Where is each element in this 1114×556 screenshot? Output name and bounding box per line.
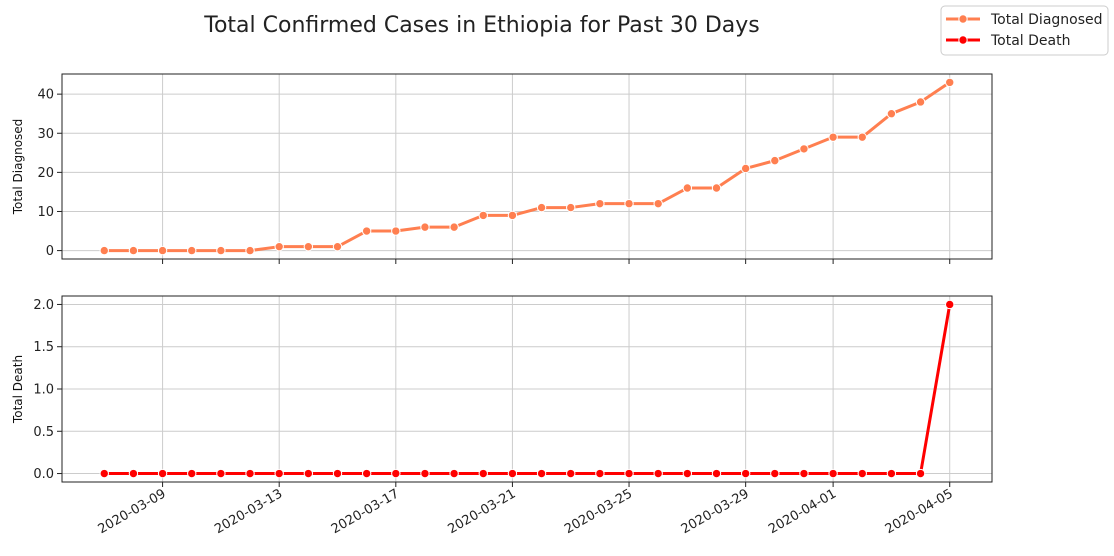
data-point bbox=[624, 198, 634, 209]
data-point bbox=[391, 226, 401, 236]
data-point bbox=[799, 144, 809, 154]
legend-marker bbox=[958, 35, 968, 45]
data-point bbox=[682, 183, 693, 193]
data-point bbox=[157, 245, 168, 256]
x-tick-label: 2020-03-13 bbox=[212, 486, 285, 537]
y-tick-label: 2.0 bbox=[33, 298, 54, 313]
legend-box bbox=[940, 5, 1109, 56]
data-point bbox=[711, 183, 722, 193]
data-point bbox=[128, 245, 139, 256]
data-point bbox=[799, 468, 809, 479]
series-line bbox=[104, 304, 952, 476]
data-point bbox=[245, 245, 255, 256]
data-point bbox=[478, 468, 488, 479]
data-point bbox=[770, 468, 780, 479]
y-axis-label: Total Death bbox=[11, 355, 25, 424]
data-point bbox=[886, 468, 897, 479]
data-point bbox=[828, 132, 838, 142]
x-tick-label: 2020-03-09 bbox=[96, 486, 169, 537]
legend: Total Diagnosed Total Death bbox=[940, 5, 1109, 56]
data-point bbox=[828, 468, 838, 479]
data-point bbox=[945, 299, 955, 310]
y-tick-label: 40 bbox=[37, 88, 54, 103]
x-tick-label: 2020-03-29 bbox=[679, 486, 752, 537]
data-point bbox=[361, 226, 372, 236]
data-point bbox=[303, 468, 314, 479]
data-point bbox=[886, 108, 897, 119]
data-point bbox=[187, 468, 197, 479]
x-tick-label: 2020-03-25 bbox=[562, 486, 635, 537]
data-point bbox=[566, 468, 576, 479]
y-axis-label: Total Diagnosed bbox=[11, 119, 25, 216]
data-point bbox=[536, 202, 547, 213]
data-point bbox=[332, 241, 343, 252]
y-tick-label: 10 bbox=[37, 205, 54, 220]
data-point bbox=[566, 202, 576, 213]
data-point bbox=[245, 468, 255, 479]
data-point bbox=[857, 468, 867, 479]
data-point bbox=[507, 210, 518, 221]
panel-1: 0 10 20 30 40 Total Diagnosed bbox=[11, 73, 993, 264]
data-point bbox=[449, 468, 459, 479]
x-tick-labels: 2020-03-09 2020-03-13 2020-03-17 2020-03-21… bbox=[96, 486, 956, 537]
y-tick-label: 30 bbox=[37, 127, 54, 142]
data-point bbox=[99, 245, 109, 256]
data-point bbox=[536, 468, 547, 479]
data-point bbox=[187, 245, 197, 256]
data-point bbox=[857, 132, 867, 142]
data-point bbox=[157, 468, 168, 479]
data-point bbox=[303, 241, 314, 252]
x-tick-label: 2020-03-21 bbox=[445, 486, 518, 537]
data-point bbox=[624, 468, 634, 479]
data-point bbox=[711, 468, 722, 479]
y-tick-label: 0.0 bbox=[33, 467, 54, 482]
y-tick-label: 1.5 bbox=[33, 340, 54, 355]
data-point bbox=[128, 468, 139, 479]
data-point bbox=[740, 163, 751, 174]
y-tick-label: 0.5 bbox=[33, 425, 54, 440]
data-point bbox=[420, 222, 430, 232]
data-point bbox=[449, 222, 459, 232]
data-point bbox=[216, 245, 226, 256]
legend-label: Total Death bbox=[990, 33, 1070, 49]
y-tick-label: 0 bbox=[46, 244, 54, 259]
data-point bbox=[653, 198, 663, 209]
data-point bbox=[216, 468, 226, 479]
data-point bbox=[595, 198, 605, 209]
x-tick-label: 2020-04-05 bbox=[883, 486, 956, 537]
data-point bbox=[915, 97, 926, 107]
data-point bbox=[770, 155, 780, 166]
data-point bbox=[507, 468, 518, 479]
x-tick-label: 2020-04-01 bbox=[766, 486, 839, 537]
y-tick-label: 1.0 bbox=[33, 383, 54, 398]
data-point bbox=[391, 468, 401, 479]
legend-marker bbox=[958, 14, 968, 24]
y-tick-label: 20 bbox=[37, 166, 54, 181]
plot-frame bbox=[61, 73, 993, 260]
data-point bbox=[274, 241, 284, 252]
data-point bbox=[595, 468, 605, 479]
data-point bbox=[361, 468, 372, 479]
data-point bbox=[653, 468, 663, 479]
data-point bbox=[945, 77, 955, 88]
x-tick-label: 2020-03-17 bbox=[329, 486, 402, 537]
panels: 0 10 20 30 40 Total Diagnosed 0.0 0.5 1.0 1.5 2.0 T… bbox=[11, 73, 993, 537]
data-point bbox=[99, 468, 109, 479]
data-point bbox=[740, 468, 751, 479]
data-point bbox=[274, 468, 284, 479]
chart-title: Total Confirmed Cases in Ethiopia for Pa… bbox=[203, 13, 760, 38]
series-line bbox=[104, 81, 951, 253]
data-point bbox=[478, 210, 488, 221]
data-point bbox=[682, 468, 693, 479]
plot-frame bbox=[61, 295, 993, 483]
legend-label: Total Diagnosed bbox=[990, 12, 1103, 28]
data-point bbox=[420, 468, 430, 479]
panel-2: 0.0 0.5 1.0 1.5 2.0 Total Death bbox=[11, 295, 993, 487]
data-point bbox=[915, 468, 926, 479]
data-point bbox=[332, 468, 343, 479]
